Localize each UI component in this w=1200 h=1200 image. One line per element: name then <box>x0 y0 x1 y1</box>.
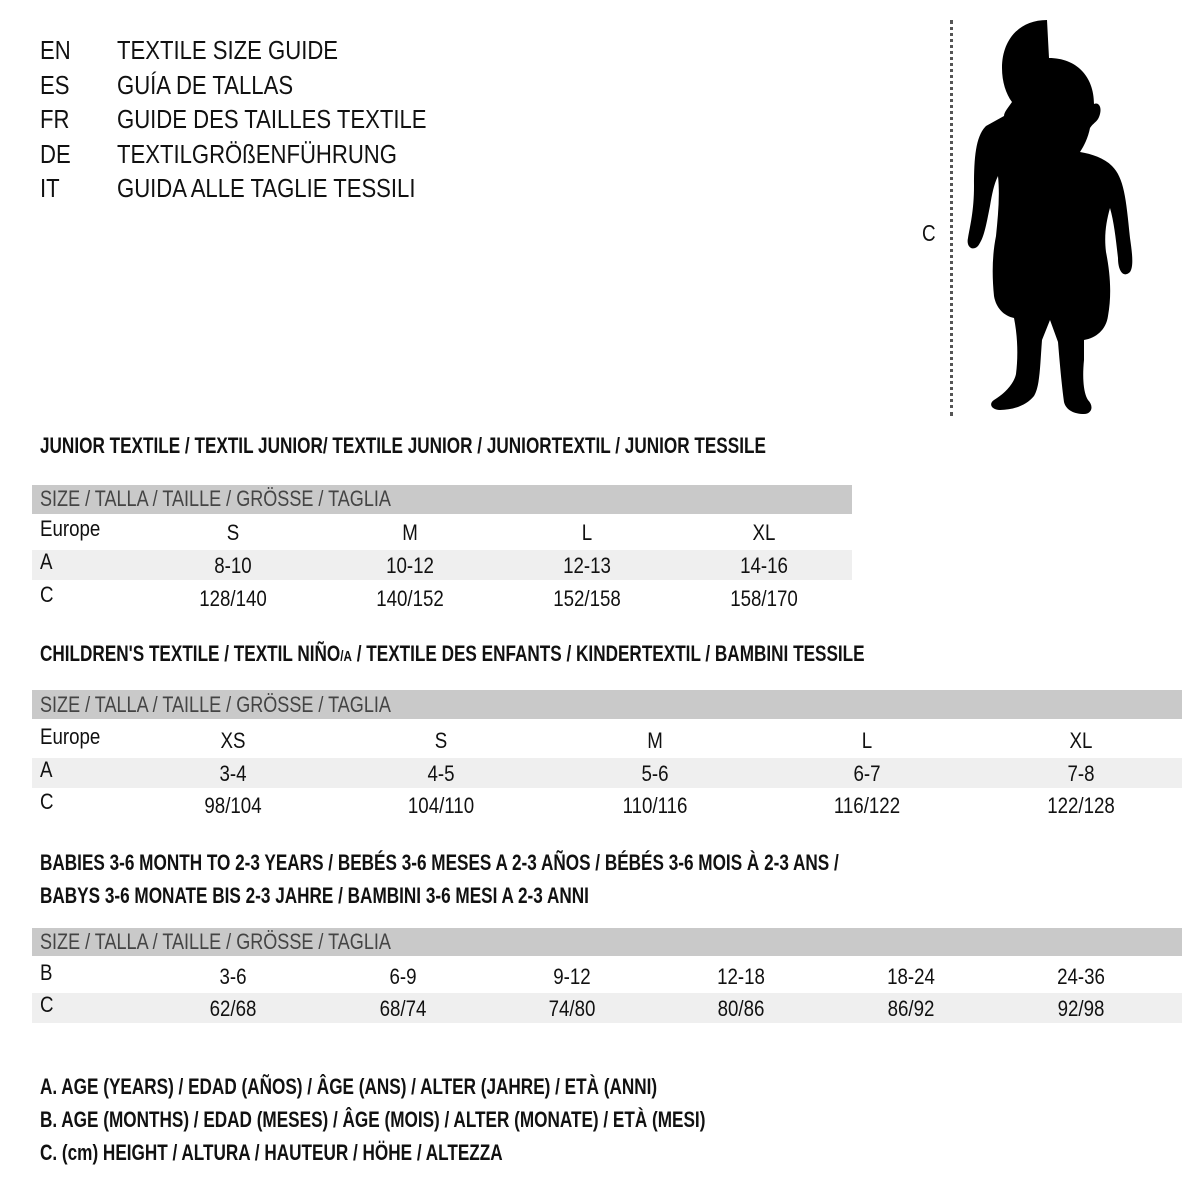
babies-title-1: BABIES 3-6 MONTH TO 2-3 YEARS / BEBÉS 3-… <box>40 850 839 875</box>
table-cell: 104/110 <box>407 793 475 818</box>
measure-label: C <box>922 220 936 246</box>
junior-title: JUNIOR TEXTILE / TEXTIL JUNIOR/ TEXTILE … <box>40 433 766 458</box>
title-lang: IT <box>40 173 60 203</box>
table-cell: 116/122 <box>833 793 901 818</box>
table-cell: 14-16 <box>740 553 788 578</box>
table-cell: XL <box>752 520 776 545</box>
title-lang: EN <box>40 35 71 65</box>
table-cell: 92/98 <box>1057 996 1105 1021</box>
table-cell: L <box>861 728 873 753</box>
title-text: TEXTILE SIZE GUIDE <box>117 35 339 65</box>
table-cell: 98/104 <box>204 793 262 818</box>
junior-size-header: SIZE / TALLA / TAILLE / GRÖSSE / TAGLIA <box>40 486 391 511</box>
title-lang: ES <box>40 69 70 100</box>
legend-line: B. AGE (MONTHS) / EDAD (MESES) / ÂGE (MO… <box>40 1107 706 1132</box>
table-cell: 74/80 <box>548 996 596 1021</box>
table-cell: 8-10 <box>214 553 252 578</box>
table-cell: 86/92 <box>887 996 935 1021</box>
table-cell: L <box>581 520 593 545</box>
row-label: A <box>40 549 53 574</box>
table-cell: 62/68 <box>209 996 257 1021</box>
table-cell: 9-12 <box>553 964 591 989</box>
table-cell: 3-6 <box>219 964 247 989</box>
children-title-b: / TEXTILE DES ENFANTS / KINDERTEXTIL / B… <box>351 641 865 666</box>
row-label: C <box>40 582 54 607</box>
children-title-a: CHILDREN'S TEXTILE / TEXTIL NIÑO <box>40 641 341 666</box>
table-cell: XS <box>220 728 246 753</box>
table-cell: 5-6 <box>641 761 669 786</box>
table-cell: 158/170 <box>730 586 798 611</box>
measure-line <box>950 20 953 416</box>
title-text: TEXTILGRÖßENFÜHRUNG <box>117 138 397 169</box>
table-cell: 12-18 <box>717 964 765 989</box>
children-size-header: SIZE / TALLA / TAILLE / GRÖSSE / TAGLIA <box>40 692 391 717</box>
table-cell: 12-13 <box>563 553 611 578</box>
table-cell: 6-7 <box>853 761 881 786</box>
row-label: C <box>40 992 54 1017</box>
title-text: GUIDE DES TAILLES TEXTILE <box>117 104 427 134</box>
table-cell: 3-4 <box>219 761 247 786</box>
table-cell: 10-12 <box>386 553 434 578</box>
row-label: C <box>40 789 54 814</box>
legend-line: C. (cm) HEIGHT / ALTURA / HAUTEUR / HÖHE… <box>40 1140 503 1165</box>
table-cell: M <box>647 728 663 753</box>
table-cell: 18-24 <box>887 964 935 989</box>
table-cell: S <box>434 728 448 753</box>
row-label: Europe <box>40 516 101 541</box>
row-label: B <box>40 960 53 985</box>
children-title-sub: /A <box>340 648 352 665</box>
children-title: CHILDREN'S TEXTILE / TEXTIL NIÑO/A / TEX… <box>40 643 865 665</box>
babies-size-header: SIZE / TALLA / TAILLE / GRÖSSE / TAGLIA <box>40 929 391 954</box>
table-cell: 128/140 <box>199 586 267 611</box>
row-label: Europe <box>40 724 101 749</box>
table-cell: 7-8 <box>1067 761 1095 786</box>
table-cell: 24-36 <box>1057 964 1105 989</box>
table-cell: 110/116 <box>622 793 688 818</box>
title-text: GUIDA ALLE TAGLIE TESSILI <box>117 173 416 203</box>
babies-title-2: BABYS 3-6 MONATE BIS 2-3 JAHRE / BAMBINI… <box>40 883 589 908</box>
table-cell: 80/86 <box>717 996 765 1021</box>
table-cell: 140/152 <box>376 586 444 611</box>
table-cell: S <box>226 520 240 545</box>
table-cell: 152/158 <box>553 586 621 611</box>
title-text: GUÍA DE TALLAS <box>117 69 294 100</box>
table-cell: M <box>402 520 418 545</box>
row-label: A <box>40 757 53 782</box>
table-cell: 68/74 <box>379 996 427 1021</box>
title-lang: DE <box>40 138 71 169</box>
table-cell: 4-5 <box>427 761 455 786</box>
table-cell: 122/128 <box>1047 793 1115 818</box>
table-cell: 6-9 <box>389 964 417 989</box>
table-cell: XL <box>1069 728 1093 753</box>
child-silhouette-icon <box>967 20 1133 414</box>
title-lang: FR <box>40 104 70 134</box>
legend-line: A. AGE (YEARS) / EDAD (AÑOS) / ÂGE (ANS)… <box>40 1074 658 1099</box>
